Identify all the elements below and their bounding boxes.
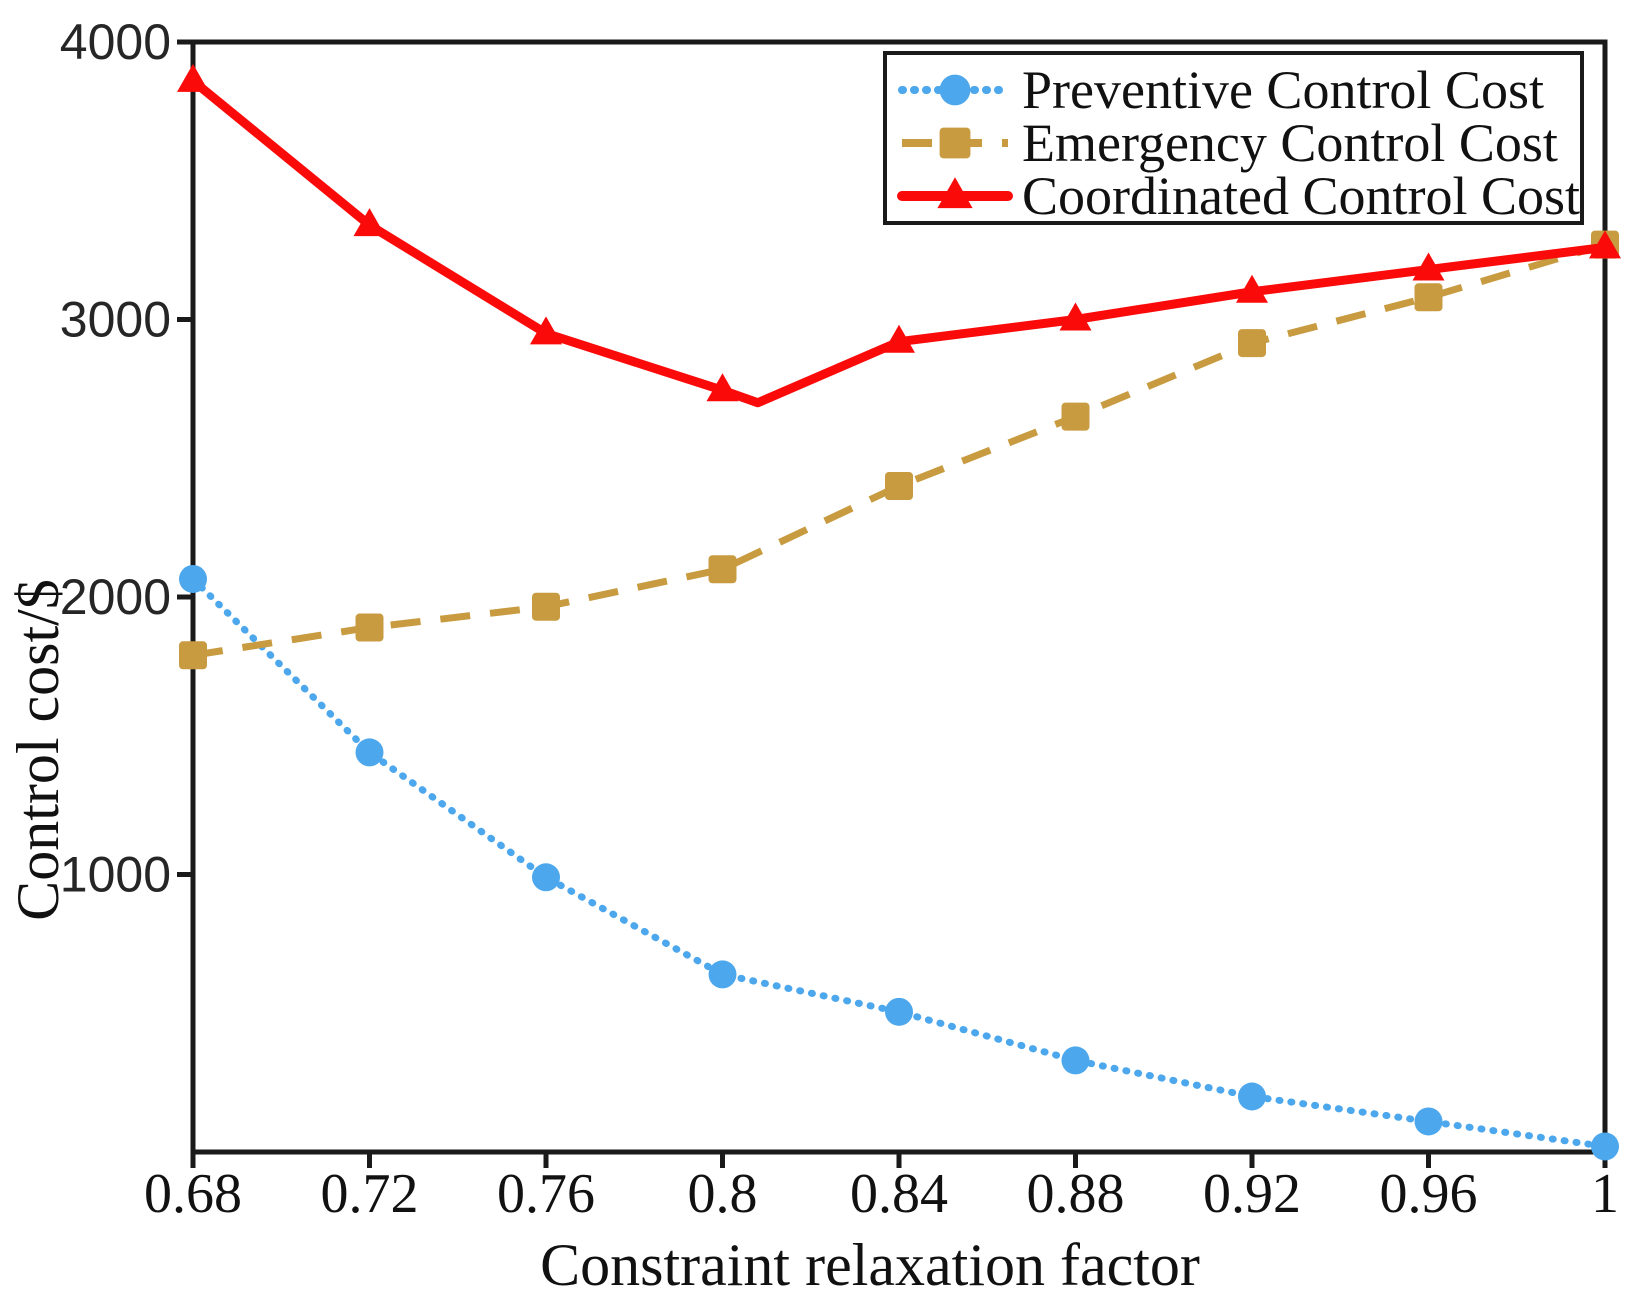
y-tick-label: 3000	[60, 292, 171, 348]
series-emergency-marker	[708, 555, 737, 584]
series-coordinated-marker	[177, 63, 209, 92]
legend-square-marker-icon	[939, 127, 971, 159]
x-tick-label: 0.8	[688, 1163, 758, 1225]
series-emergency-line	[192, 241, 1607, 659]
series-preventive-marker	[708, 960, 737, 989]
series-coordinated-marker	[353, 208, 386, 237]
y-tick-label: 2000	[60, 569, 171, 625]
legend-row-emergency: Emergency Control Cost	[902, 113, 1558, 173]
series-preventive	[179, 564, 1619, 1161]
series-preventive-marker	[1238, 1082, 1266, 1111]
legend-label: Coordinated Control Cost	[1022, 166, 1580, 226]
legend-triangle-marker-icon	[937, 177, 973, 209]
legend-row-coordinated: Coordinated Control Cost	[897, 166, 1580, 226]
legend-label: Emergency Control Cost	[1022, 113, 1558, 173]
series-emergency-marker	[885, 472, 913, 500]
series-coordinated-line	[188, 76, 1610, 408]
series-coordinated	[177, 63, 1621, 408]
series-coordinated-marker	[883, 324, 915, 353]
series-emergency-marker	[1414, 283, 1443, 312]
series-preventive-marker	[1414, 1107, 1443, 1136]
series-coordinated-marker	[1412, 252, 1445, 281]
series-preventive-marker	[1061, 1046, 1090, 1075]
axis-ticks: 0.68 0.72 0.76 0.8 0.84 0.88 0.92 0.96 1 1000 2000…	[60, 14, 1619, 1225]
legend-label: Preventive Control Cost	[1022, 60, 1544, 120]
series-emergency-marker	[1061, 402, 1090, 431]
x-axis-title: Constraint relaxation factor	[540, 1232, 1200, 1298]
x-tick-label: 1	[1591, 1163, 1619, 1225]
series-emergency	[179, 230, 1619, 670]
x-tick-label: 0.96	[1380, 1163, 1478, 1225]
series-emergency-marker	[179, 641, 207, 670]
x-tick-label: 0.92	[1203, 1163, 1301, 1225]
x-tick-label: 0.76	[497, 1163, 595, 1225]
series-emergency-marker	[355, 613, 384, 642]
series-preventive-marker	[532, 863, 560, 892]
series-preventive-marker	[1591, 1132, 1619, 1161]
y-tick-label: 4000	[60, 14, 171, 70]
series-preventive-marker	[885, 997, 913, 1026]
series-coordinated-marker	[706, 373, 739, 402]
legend-row-preventive: Preventive Control Cost	[898, 60, 1544, 120]
series-layer	[177, 63, 1621, 1161]
x-tick-label: 0.72	[321, 1163, 419, 1225]
y-axis-title: Control cost/$	[5, 579, 71, 921]
series-coordinated-marker	[530, 316, 562, 345]
x-tick-label: 0.68	[144, 1163, 242, 1225]
series-preventive-line	[189, 575, 1609, 1150]
series-coordinated-marker	[1059, 302, 1092, 331]
series-preventive-marker	[179, 564, 207, 593]
series-emergency-marker	[1238, 329, 1266, 358]
legend-circle-marker-icon	[939, 74, 971, 106]
series-emergency-marker	[532, 592, 560, 621]
series-coordinated-marker	[1236, 274, 1268, 303]
y-tick-label: 1000	[60, 847, 171, 903]
x-tick-label: 0.84	[850, 1163, 948, 1225]
series-coordinated-marker	[1589, 230, 1621, 259]
series-preventive-marker	[355, 738, 384, 767]
x-tick-label: 0.88	[1027, 1163, 1125, 1225]
